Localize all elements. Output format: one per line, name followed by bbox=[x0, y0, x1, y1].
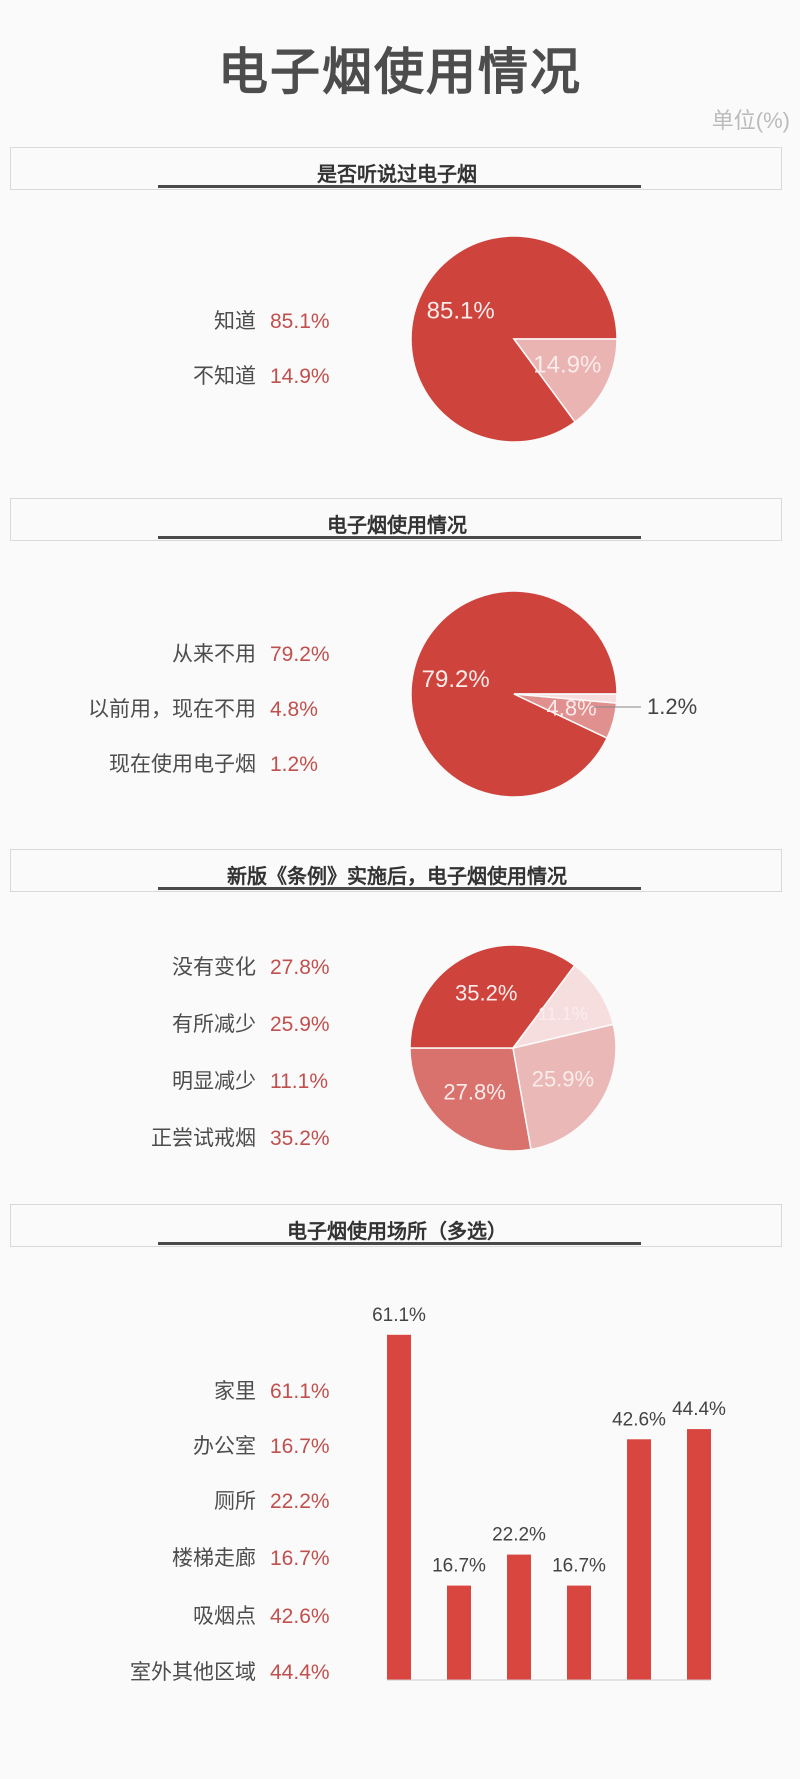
svg-text:61.1%: 61.1% bbox=[372, 1305, 426, 1326]
svg-text:16.7%: 16.7% bbox=[552, 1556, 606, 1577]
svg-text:22.2%: 22.2% bbox=[492, 1525, 546, 1546]
svg-text:44.4%: 44.4% bbox=[672, 1399, 726, 1420]
svg-text:42.6%: 42.6% bbox=[612, 1409, 666, 1430]
svg-text:16.7%: 16.7% bbox=[432, 1556, 486, 1577]
